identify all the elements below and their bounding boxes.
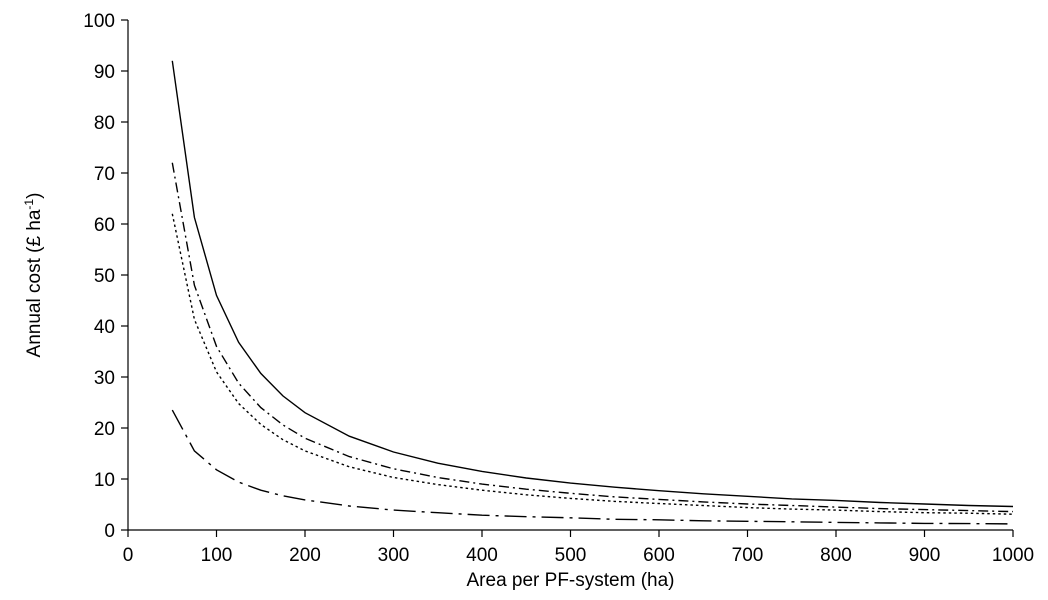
y-tick-label: 40	[94, 317, 115, 338]
x-tick-label: 400	[466, 545, 498, 566]
x-tick-label: 300	[378, 545, 410, 566]
series-line-4-longdash-dot	[171, 409, 1014, 525]
y-tick-label: 10	[94, 470, 115, 491]
x-axis-title: Area per PF-system (ha)	[467, 570, 675, 591]
y-ticks: 0 10 20 30 40 50 60 70 80 90 100	[83, 11, 128, 542]
y-tick-label: 80	[94, 113, 115, 134]
x-tick-label: 500	[555, 545, 587, 566]
series-line-3-dotted	[171, 213, 1014, 515]
y-axis-title-close: )	[24, 193, 45, 199]
y-tick-label: 50	[94, 266, 115, 287]
x-tick-label: 100	[201, 545, 233, 566]
x-ticks: 0 100 200 300 400 500 600 700 800 900 1000	[123, 530, 1034, 566]
y-axis-title-sup: -1	[22, 199, 36, 210]
y-axis-title: Annual cost (£ ha-1)	[22, 193, 45, 358]
y-tick-label: 70	[94, 164, 115, 185]
x-tick-label: 800	[820, 545, 852, 566]
series-layer	[171, 60, 1014, 525]
x-tick-label: 600	[643, 545, 675, 566]
x-tick-label: 200	[289, 545, 321, 566]
x-tick-label: 900	[909, 545, 941, 566]
x-tick-label: 700	[732, 545, 764, 566]
y-tick-label: 60	[94, 215, 115, 236]
y-axis-title-main: Annual cost (£ ha	[24, 209, 45, 357]
y-tick-label: 90	[94, 62, 115, 83]
y-tick-label: 20	[94, 419, 115, 440]
y-tick-label: 0	[104, 521, 115, 542]
y-tick-label: 100	[83, 11, 115, 32]
series-line-2-dashdot	[171, 162, 1014, 513]
axes	[127, 20, 1013, 531]
y-tick-label: 30	[94, 368, 115, 389]
series-line-1-solid	[171, 60, 1014, 508]
x-tick-label: 0	[123, 545, 134, 566]
x-tick-label: 1000	[992, 545, 1034, 566]
